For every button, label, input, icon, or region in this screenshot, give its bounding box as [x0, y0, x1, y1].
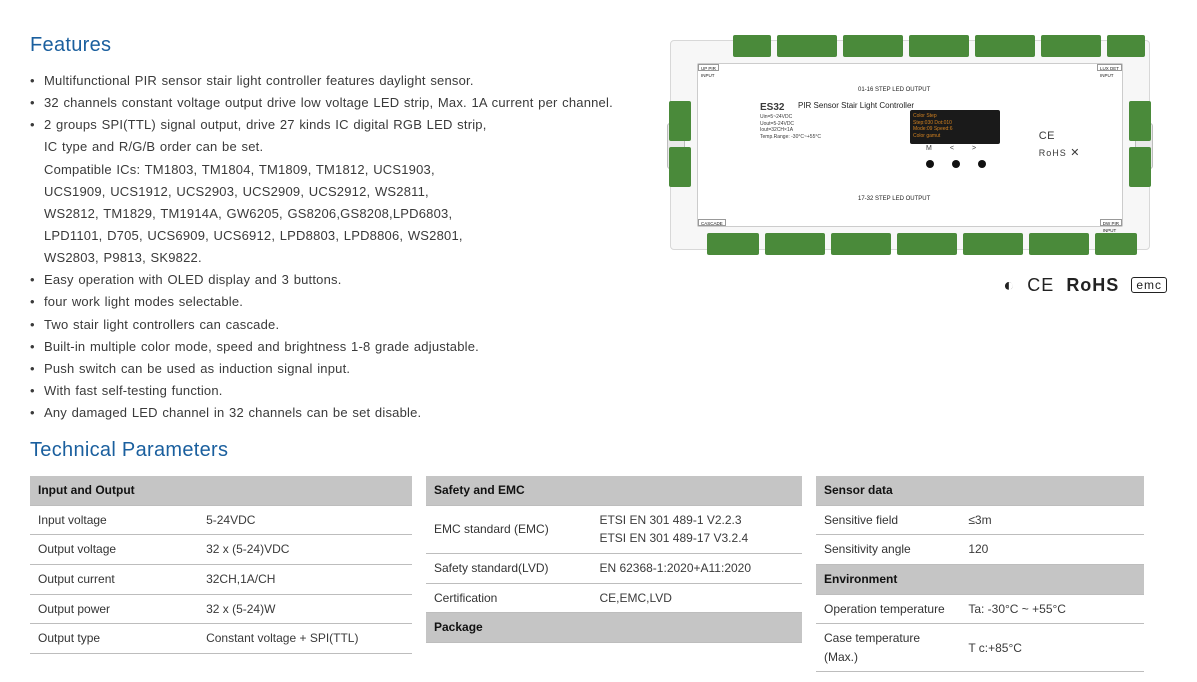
- feature-item: four work light modes selectable.: [30, 292, 650, 312]
- table-row: Input voltage5-24VDC: [30, 505, 412, 535]
- button-dot: [952, 160, 960, 168]
- feature-item: Two stair light controllers can cascade.: [30, 315, 650, 335]
- feature-subline: LPD1101, D705, UCS6909, UCS6912, LPD8803…: [30, 226, 650, 246]
- terminal-block: [843, 35, 903, 57]
- table-header: Safety and EMC: [426, 476, 802, 505]
- table-row: CertificationCE,EMC,LVD: [426, 583, 802, 613]
- device-name: PIR Sensor Stair Light Controller: [798, 100, 914, 112]
- feature-item: Built-in multiple color mode, speed and …: [30, 337, 650, 357]
- pin-labels-bottom: DW PIR INPUT: [1100, 219, 1122, 226]
- button-label: M: [926, 144, 932, 155]
- feature-item: 32 channels constant voltage output driv…: [30, 93, 650, 113]
- certification-row: ◐ CE RoHS emc: [670, 272, 1167, 300]
- device-button-dots: [926, 160, 986, 168]
- table-row: Output current32CH,1A/CH: [30, 565, 412, 595]
- table-row: EMC standard (EMC)ETSI EN 301 489-1 V2.2…: [426, 505, 802, 553]
- table-row: Sensitive field≤3m: [816, 505, 1144, 535]
- output-row-label: 01-16 STEP LED OUTPUT: [858, 86, 930, 95]
- terminal-block: [963, 233, 1023, 255]
- terminal-block: [975, 35, 1035, 57]
- terminal-block: [897, 233, 957, 255]
- terminal-block: [1029, 233, 1089, 255]
- feature-item: Easy operation with OLED display and 3 b…: [30, 270, 650, 290]
- terminal-block: [1107, 35, 1145, 57]
- terminal-block: [669, 101, 691, 141]
- table-row: Output voltage32 x (5-24)VDC: [30, 535, 412, 565]
- table-header: Package: [426, 613, 802, 643]
- device-cert-marks: CE RoHS ✕: [1039, 128, 1080, 162]
- feature-subline: WS2803, P9813, SK9822.: [30, 248, 650, 268]
- table-input-output: Input and Output Input voltage5-24VDC Ou…: [30, 476, 412, 654]
- feature-subline: Compatible ICs: TM1803, TM1804, TM1809, …: [30, 160, 650, 180]
- terminal-strip-left: [669, 101, 691, 187]
- pin-labels-bottom: CASCADE: [698, 219, 726, 226]
- button-dot: [926, 160, 934, 168]
- terminal-block: [777, 35, 837, 57]
- table-row: Safety standard(LVD)EN 62368-1:2020+A11:…: [426, 554, 802, 584]
- pin-labels-top: LUX DET INPUT: [1097, 64, 1122, 71]
- terminal-block: [765, 233, 825, 255]
- terminal-block: [1041, 35, 1101, 57]
- output-row-label: 17-32 STEP LED OUTPUT: [858, 195, 930, 204]
- table-sensor-data: Sensor data Sensitive field≤3m Sensitivi…: [816, 476, 1144, 672]
- table-header: Environment: [816, 565, 1144, 595]
- cul-mark-icon: ◐: [1003, 275, 1015, 295]
- terminal-strip-bottom: [707, 233, 1137, 255]
- pin-labels-top: UP PIR INPUT: [698, 64, 719, 71]
- terminal-block: [831, 233, 891, 255]
- terminal-block: [1095, 233, 1137, 255]
- table-header: Sensor data: [816, 476, 1144, 505]
- terminal-block: [1129, 147, 1151, 187]
- feature-subline: WS2812, TM1829, TM1914A, GW6205, GS8206,…: [30, 204, 650, 224]
- feature-item: Multifunctional PIR sensor stair light c…: [30, 71, 650, 91]
- table-row: Sensitivity angle120: [816, 535, 1144, 565]
- tech-params-heading: Technical Parameters: [30, 435, 1167, 466]
- oled-display: Color Step Step:030 Dot:010 Mode:09 Spee…: [910, 110, 1000, 144]
- device-panel: 01-16 STEP LED OUTPUT 17-32 STEP LED OUT…: [697, 63, 1123, 227]
- feature-item: Push switch can be used as induction sig…: [30, 359, 650, 379]
- table-row: Operation temperatureTa: -30°C ~ +55°C: [816, 594, 1144, 624]
- feature-item: With fast self-testing function.: [30, 381, 650, 401]
- table-header: Input and Output: [30, 476, 412, 505]
- terminal-strip-top: [733, 35, 1145, 57]
- features-heading: Features: [30, 30, 650, 61]
- feature-subline: UCS1909, UCS1912, UCS2903, UCS2909, UCS2…: [30, 182, 650, 202]
- feature-item: 2 groups SPI(TTL) signal output, drive 2…: [30, 115, 650, 135]
- features-list: Multifunctional PIR sensor stair light c…: [30, 71, 650, 423]
- ce-mark: CE: [1027, 275, 1054, 295]
- device-spec: Uin=5~24VDC Uout=5-24VDC Iout=32CH×1A Te…: [760, 114, 821, 140]
- terminal-strip-right: [1129, 101, 1151, 187]
- table-safety-emc: Safety and EMC EMC standard (EMC)ETSI EN…: [426, 476, 802, 643]
- terminal-block: [909, 35, 969, 57]
- button-label: >: [972, 144, 976, 155]
- table-row: Case temperature (Max.)T c:+85°C: [816, 624, 1144, 672]
- table-row: Output power32 x (5-24)W: [30, 594, 412, 624]
- terminal-block: [669, 147, 691, 187]
- rohs-mark: RoHS: [1066, 275, 1119, 295]
- terminal-block: [1129, 101, 1151, 141]
- terminal-block: [707, 233, 759, 255]
- terminal-block: [733, 35, 771, 57]
- table-row: Output typeConstant voltage + SPI(TTL): [30, 624, 412, 654]
- feature-subline: IC type and R/G/B order can be set.: [30, 137, 650, 157]
- emc-mark: emc: [1131, 277, 1167, 293]
- product-illustration: 01-16 STEP LED OUTPUT 17-32 STEP LED OUT…: [670, 40, 1150, 250]
- button-dot: [978, 160, 986, 168]
- button-label: <: [950, 144, 954, 155]
- feature-item: Any damaged LED channel in 32 channels c…: [30, 403, 650, 423]
